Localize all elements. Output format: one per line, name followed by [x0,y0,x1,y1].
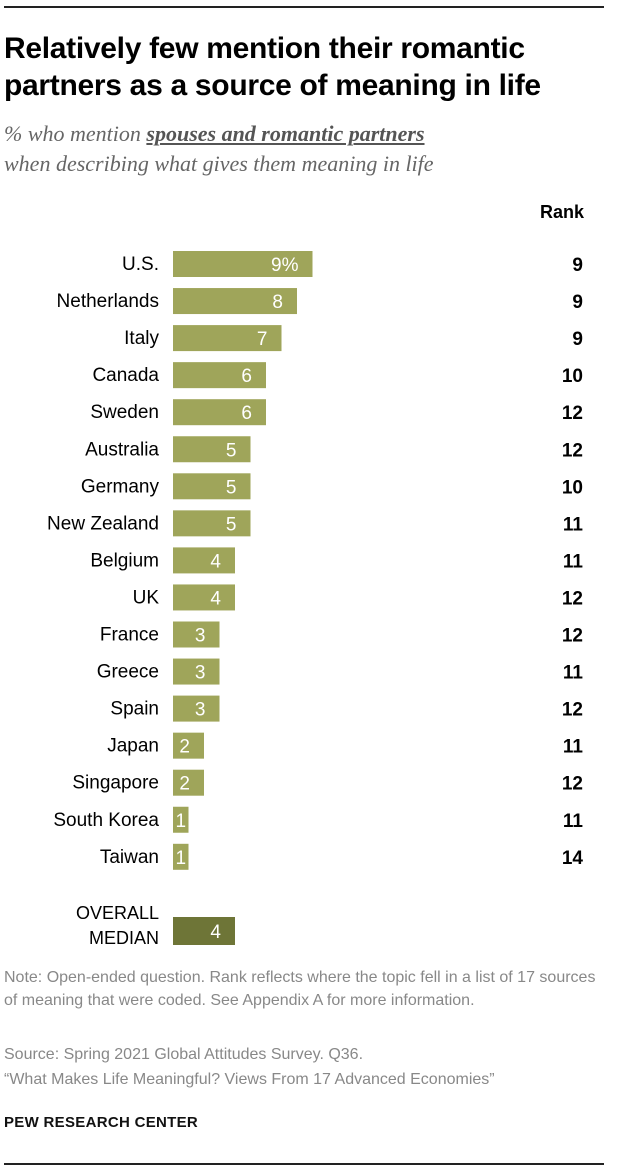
bar [173,399,266,426]
rank-value: 11 [563,514,584,535]
rank-value: 9 [572,255,583,276]
bar [173,806,189,833]
bar [173,473,251,500]
category-label: Sweden [90,402,159,423]
bar [173,584,235,611]
bar-value-label: 5 [226,477,237,498]
chart-title: Relatively few mention their romantic pa… [4,32,541,102]
note-text: Note: Open-ended question. Rank reflects… [4,969,596,1009]
bar [173,695,220,722]
median-label-line2: MEDIAN [89,928,159,948]
category-label: South Korea [53,810,159,831]
bar-value-label: 4 [210,551,221,572]
bar [173,658,220,685]
median-value-label: 4 [210,922,221,943]
bar [173,251,313,277]
rank-value: 12 [562,774,583,795]
rank-value: 10 [562,366,583,387]
bar [173,288,297,315]
category-label: New Zealand [47,513,159,534]
bar [173,436,251,463]
rank-value: 12 [562,588,583,609]
rank-value: 12 [562,626,583,647]
bar-value-label: 6 [241,366,252,387]
rank-value: 11 [563,737,584,758]
bar-value-label: 5 [226,440,237,461]
bar [173,547,235,574]
bar-value-label: 2 [179,774,190,795]
bar-value-label: 5 [226,514,237,535]
bar-value-label: 3 [195,700,206,721]
category-label: Germany [81,476,160,497]
bottom-rule [4,1163,604,1165]
bar-value-label: 3 [195,626,206,647]
category-label: France [100,625,159,646]
category-label: UK [133,587,160,608]
bar-value-label: 2 [179,737,190,758]
subtitle-line2: when describing what gives them meaning … [4,151,434,176]
rank-value: 11 [563,663,584,684]
report-title-text: “What Makes Life Meaningful? Views From … [4,1071,495,1088]
median-bar [173,917,235,945]
source-text: Source: Spring 2021 Global Attitudes Sur… [4,1046,364,1063]
bar [173,621,220,648]
rank-value: 12 [562,440,583,461]
rank-value: 11 [563,811,584,832]
rank-value: 11 [563,551,584,572]
category-label: Canada [92,365,159,386]
category-label: Japan [107,736,159,757]
bar-value-label: 8 [272,292,283,313]
bar-value-label: 4 [210,588,221,609]
top-rule [4,6,604,8]
category-label: Belgium [90,550,159,571]
bar-chart: U.S. 9% 9 Netherlands 8 9 Italy 7 9 Canada 6 10 Swed… [47,251,584,948]
rank-value: 9 [572,329,583,350]
bar [173,843,189,870]
rank-value: 12 [562,700,583,721]
category-label: Spain [110,699,159,720]
rank-column-header: Rank [539,202,584,222]
bar-value-label: 9% [271,255,299,276]
subtitle-prefix: % who mention [4,121,147,146]
category-label: Taiwan [100,847,159,868]
bar [173,362,266,389]
bar-value-label: 6 [241,403,252,424]
bar [173,325,282,352]
bar-value-label: 3 [195,663,206,684]
bar-value-label: 7 [257,329,268,350]
brand-wordmark: PEW RESEARCH CENTER [4,1114,199,1131]
category-label: Greece [97,662,159,683]
rank-value: 9 [572,292,583,313]
category-label: U.S. [122,254,159,275]
subtitle-highlight: spouses and romantic partners [146,121,425,146]
category-label: Singapore [72,773,159,794]
chart-subtitle: % who mention spouses and romantic partn… [4,119,604,179]
category-label: Italy [124,328,159,349]
median-label-line1: OVERALL [76,903,159,923]
bar [173,769,204,796]
rank-value: 10 [562,477,583,498]
category-label: Australia [85,439,159,460]
bar [173,732,204,759]
bar-value-label: 1 [175,848,186,869]
bar-value-label: 1 [175,811,186,832]
rank-value: 14 [562,848,584,869]
category-label: Netherlands [57,291,159,312]
bar [173,510,251,537]
rank-value: 12 [562,403,583,424]
